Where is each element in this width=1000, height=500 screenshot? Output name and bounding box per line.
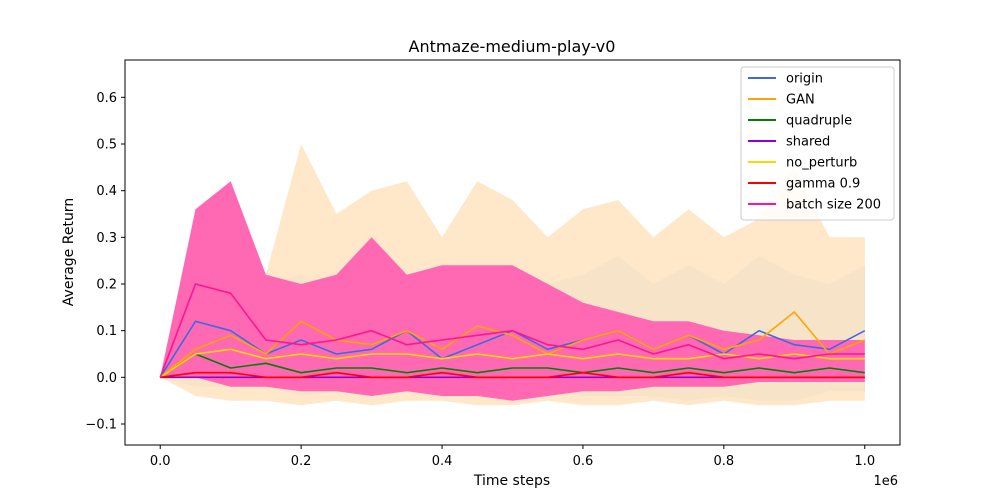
legend-label-origin: origin [786,72,823,87]
x-axis-offset-label: 1e6 [873,474,898,489]
x-tick-label: 0.8 [714,454,735,469]
y-tick-label: 0.3 [96,231,117,246]
y-tick-label: 0.2 [96,278,117,293]
y-axis-label: Average Return [61,198,77,306]
series-lines [159,283,866,379]
x-tick-label: 0.2 [291,454,312,469]
x-axis: 0.0 0.2 0.4 0.6 0.8 1.0 [150,445,875,469]
legend-label-gamma-0-9: gamma 0.9 [786,177,860,192]
legend-label-no-perturb: no_perturb [786,156,857,171]
line-gan [159,311,866,378]
y-tick-label: 0.6 [96,91,117,106]
line-no-perturb [159,348,865,378]
y-tick-label: 0.4 [96,184,117,199]
legend-label-batch-size-200: batch size 200 [786,198,881,213]
band-batch-size-200 [160,181,865,401]
y-tick-label: 0.0 [96,371,117,386]
legend: origin GAN quadruple shared no_perturbgamma … [740,66,895,221]
legend-label-gan: GAN [786,93,815,108]
x-axis-label: Time steps [473,473,550,489]
line-quadruple [159,353,865,378]
y-axis: −0.1 0.0 0.1 0.2 0.3 0.4 0.5 0.6 [85,91,125,433]
legend-label-quadruple: quadruple [786,114,852,129]
chart-title: Antmaze-medium-play-v0 [409,37,616,56]
x-tick-label: 0.0 [150,454,171,469]
x-tick-label: 0.6 [573,454,594,469]
x-tick-label: 0.4 [432,454,453,469]
y-tick-label: 0.1 [96,324,117,339]
x-tick-label: 1.0 [854,454,875,469]
line-gamma-0-9 [160,371,865,379]
plot-frame [124,59,901,446]
y-tick-label: −0.1 [85,418,117,433]
y-tick-label: 0.5 [96,138,117,153]
legend-box [740,66,895,221]
line-batch-size-200 [159,283,865,378]
legend-label-shared: shared [786,135,830,150]
